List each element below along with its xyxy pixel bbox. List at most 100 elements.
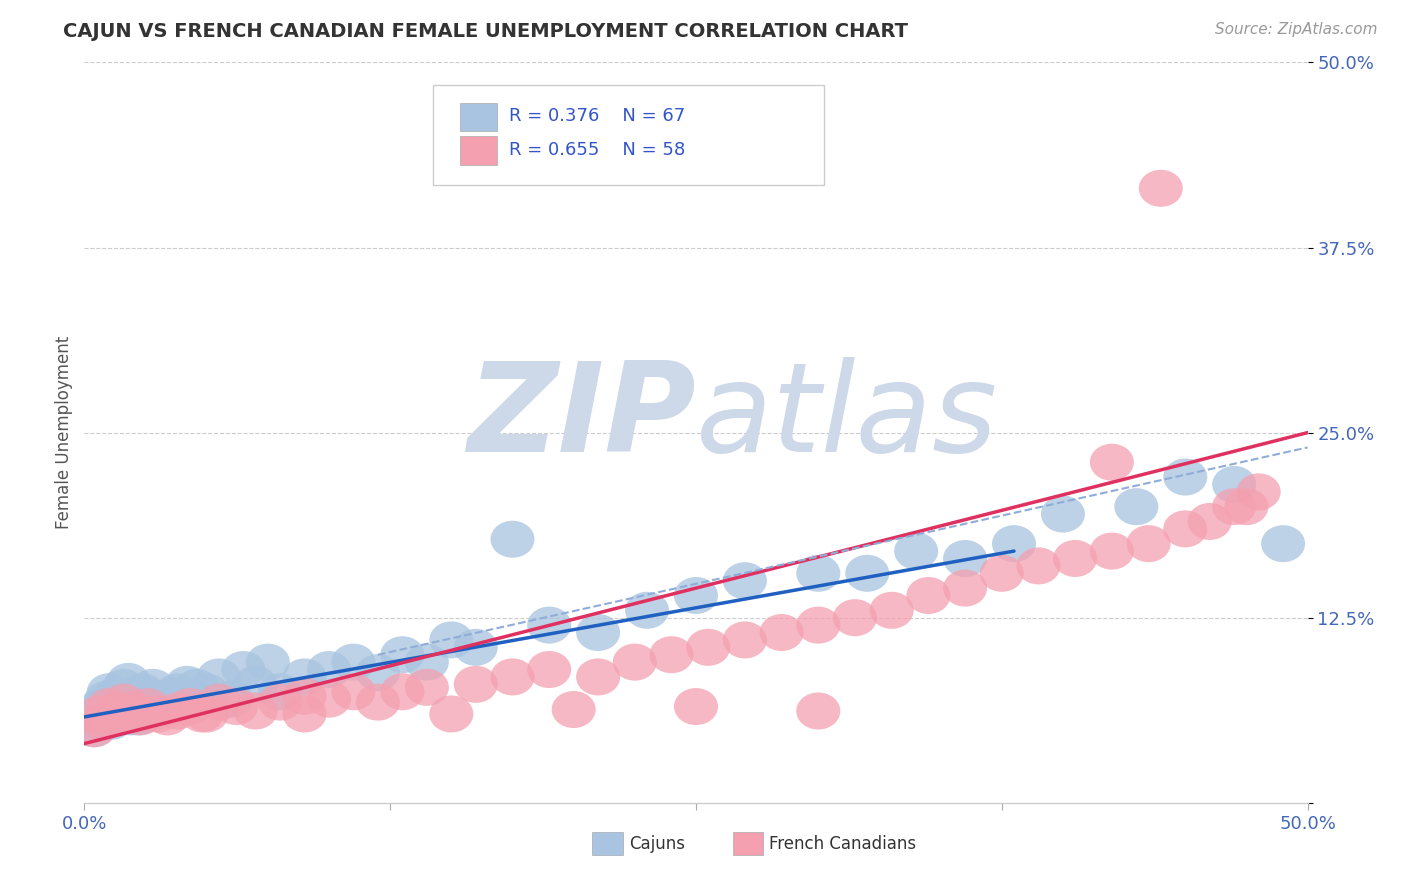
Ellipse shape xyxy=(576,614,620,651)
Text: R = 0.655    N = 58: R = 0.655 N = 58 xyxy=(509,141,685,159)
Ellipse shape xyxy=(117,698,160,735)
FancyBboxPatch shape xyxy=(433,85,824,185)
Ellipse shape xyxy=(167,688,211,725)
Ellipse shape xyxy=(91,698,136,735)
Ellipse shape xyxy=(283,678,326,714)
Ellipse shape xyxy=(943,570,987,607)
Ellipse shape xyxy=(980,555,1024,591)
Ellipse shape xyxy=(283,696,326,732)
Ellipse shape xyxy=(118,683,163,721)
Ellipse shape xyxy=(233,665,277,703)
Ellipse shape xyxy=(1237,474,1281,510)
Text: Cajuns: Cajuns xyxy=(628,835,685,853)
Ellipse shape xyxy=(907,577,950,614)
Ellipse shape xyxy=(527,607,571,644)
Ellipse shape xyxy=(832,599,877,636)
Ellipse shape xyxy=(259,673,302,710)
Ellipse shape xyxy=(111,691,155,728)
Ellipse shape xyxy=(673,688,718,725)
Ellipse shape xyxy=(650,636,693,673)
Ellipse shape xyxy=(72,710,117,747)
Ellipse shape xyxy=(87,688,131,725)
Text: atlas: atlas xyxy=(696,358,998,478)
Ellipse shape xyxy=(673,577,718,614)
Y-axis label: Female Unemployment: Female Unemployment xyxy=(55,336,73,529)
Ellipse shape xyxy=(307,681,352,718)
Ellipse shape xyxy=(91,683,136,721)
Ellipse shape xyxy=(121,673,165,710)
Ellipse shape xyxy=(146,688,190,725)
Ellipse shape xyxy=(551,691,596,728)
Ellipse shape xyxy=(97,698,141,735)
Ellipse shape xyxy=(209,681,253,718)
Ellipse shape xyxy=(723,562,766,599)
Ellipse shape xyxy=(796,692,841,730)
Ellipse shape xyxy=(246,644,290,681)
Ellipse shape xyxy=(283,658,326,696)
Ellipse shape xyxy=(127,678,170,714)
Ellipse shape xyxy=(1040,496,1085,533)
Ellipse shape xyxy=(214,688,259,725)
Ellipse shape xyxy=(77,703,121,739)
FancyBboxPatch shape xyxy=(460,103,496,131)
Ellipse shape xyxy=(127,688,170,725)
Ellipse shape xyxy=(184,696,229,732)
Ellipse shape xyxy=(381,636,425,673)
Ellipse shape xyxy=(356,683,399,721)
Ellipse shape xyxy=(101,669,146,706)
Ellipse shape xyxy=(84,681,128,718)
Ellipse shape xyxy=(259,683,302,721)
Ellipse shape xyxy=(82,703,127,739)
Ellipse shape xyxy=(165,665,209,703)
Ellipse shape xyxy=(491,521,534,558)
Ellipse shape xyxy=(184,673,229,710)
Ellipse shape xyxy=(1163,510,1208,548)
Ellipse shape xyxy=(94,678,138,714)
Ellipse shape xyxy=(1090,443,1133,481)
Ellipse shape xyxy=(82,696,127,732)
Ellipse shape xyxy=(491,658,534,696)
Ellipse shape xyxy=(197,683,240,721)
Text: Source: ZipAtlas.com: Source: ZipAtlas.com xyxy=(1215,22,1378,37)
Ellipse shape xyxy=(107,663,150,700)
Ellipse shape xyxy=(233,692,277,730)
Ellipse shape xyxy=(845,555,889,591)
Ellipse shape xyxy=(87,673,131,710)
FancyBboxPatch shape xyxy=(733,832,763,855)
Ellipse shape xyxy=(155,692,200,730)
Ellipse shape xyxy=(405,669,449,706)
Ellipse shape xyxy=(1017,548,1060,584)
Ellipse shape xyxy=(170,681,214,718)
Ellipse shape xyxy=(1090,533,1133,570)
Ellipse shape xyxy=(870,591,914,629)
Ellipse shape xyxy=(576,658,620,696)
Ellipse shape xyxy=(686,629,730,665)
Ellipse shape xyxy=(104,683,148,721)
Ellipse shape xyxy=(626,591,669,629)
FancyBboxPatch shape xyxy=(460,136,496,165)
Ellipse shape xyxy=(796,555,841,591)
Ellipse shape xyxy=(160,688,204,725)
Ellipse shape xyxy=(107,696,150,732)
Text: ZIP: ZIP xyxy=(467,358,696,478)
Ellipse shape xyxy=(97,692,141,730)
Ellipse shape xyxy=(429,622,474,658)
Ellipse shape xyxy=(75,696,118,732)
Ellipse shape xyxy=(146,698,190,735)
Ellipse shape xyxy=(527,651,571,688)
Ellipse shape xyxy=(454,665,498,703)
Ellipse shape xyxy=(89,703,134,739)
Ellipse shape xyxy=(197,658,240,696)
Text: French Canadians: French Canadians xyxy=(769,835,917,853)
Ellipse shape xyxy=(111,676,155,714)
Ellipse shape xyxy=(136,696,180,732)
Ellipse shape xyxy=(80,688,124,725)
Ellipse shape xyxy=(1225,488,1268,525)
Text: R = 0.376    N = 67: R = 0.376 N = 67 xyxy=(509,108,685,126)
Ellipse shape xyxy=(124,696,167,732)
Ellipse shape xyxy=(150,678,194,714)
Ellipse shape xyxy=(1188,503,1232,540)
Ellipse shape xyxy=(136,681,180,718)
Ellipse shape xyxy=(1212,466,1256,503)
FancyBboxPatch shape xyxy=(592,832,623,855)
